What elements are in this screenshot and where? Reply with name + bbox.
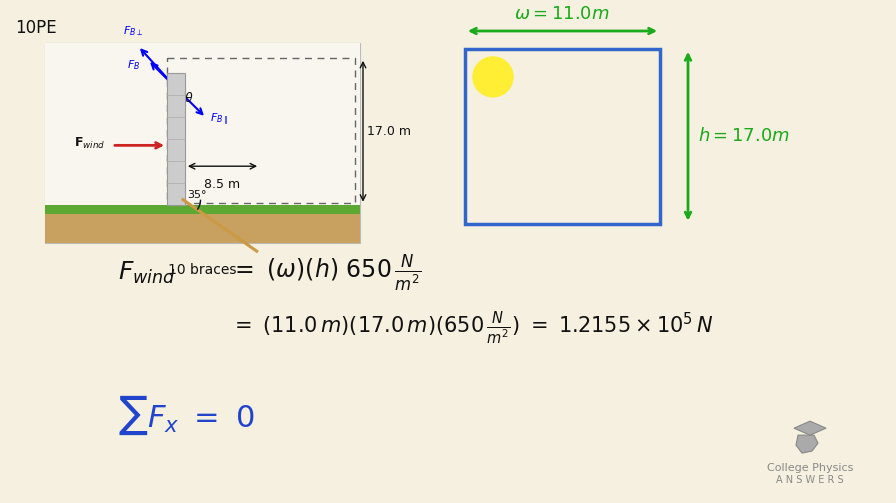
Text: $\theta$: $\theta$ [184, 91, 194, 105]
Polygon shape [796, 435, 818, 453]
Text: 10 braces: 10 braces [168, 263, 237, 277]
Text: 17.0 m: 17.0 m [367, 125, 411, 138]
Circle shape [473, 57, 513, 97]
Bar [45, 43, 360, 205]
Text: 8.5 m: 8.5 m [204, 178, 240, 191]
Text: $F_{B\parallel}$: $F_{B\parallel}$ [210, 112, 228, 128]
Polygon shape [794, 421, 826, 435]
Bar [167, 73, 185, 205]
Text: $F_B$: $F_B$ [126, 58, 140, 72]
Text: $h = 17.0m$: $h = 17.0m$ [698, 127, 790, 145]
Text: $\omega = 11.0m$: $\omega = 11.0m$ [514, 5, 610, 23]
Text: $F_{wind}$: $F_{wind}$ [118, 260, 176, 286]
Text: A N S W E R S: A N S W E R S [776, 475, 844, 485]
Bar [45, 43, 360, 242]
Bar [465, 49, 660, 224]
Text: $\sum F_x \ = \ 0$: $\sum F_x \ = \ 0$ [118, 393, 254, 437]
Text: $F_{B\perp}$: $F_{B\perp}$ [123, 24, 143, 38]
Text: $= \ (\omega)(h) \ 650\,\frac{N}{m^2}$: $= \ (\omega)(h) \ 650\,\frac{N}{m^2}$ [230, 253, 422, 293]
Text: College Physics: College Physics [767, 463, 853, 473]
Text: $\mathbf{F}_{wind}$: $\mathbf{F}_{wind}$ [73, 136, 105, 151]
Bar [45, 205, 360, 242]
Text: 35°: 35° [187, 190, 206, 200]
Text: 10PE: 10PE [15, 19, 56, 37]
Bar [45, 205, 360, 214]
Text: $= \ (11.0\,m)(17.0\,m)(650\,\frac{N}{m^2}) \ = \ 1.2155 \times 10^5\,N$: $= \ (11.0\,m)(17.0\,m)(650\,\frac{N}{m^… [230, 310, 713, 347]
